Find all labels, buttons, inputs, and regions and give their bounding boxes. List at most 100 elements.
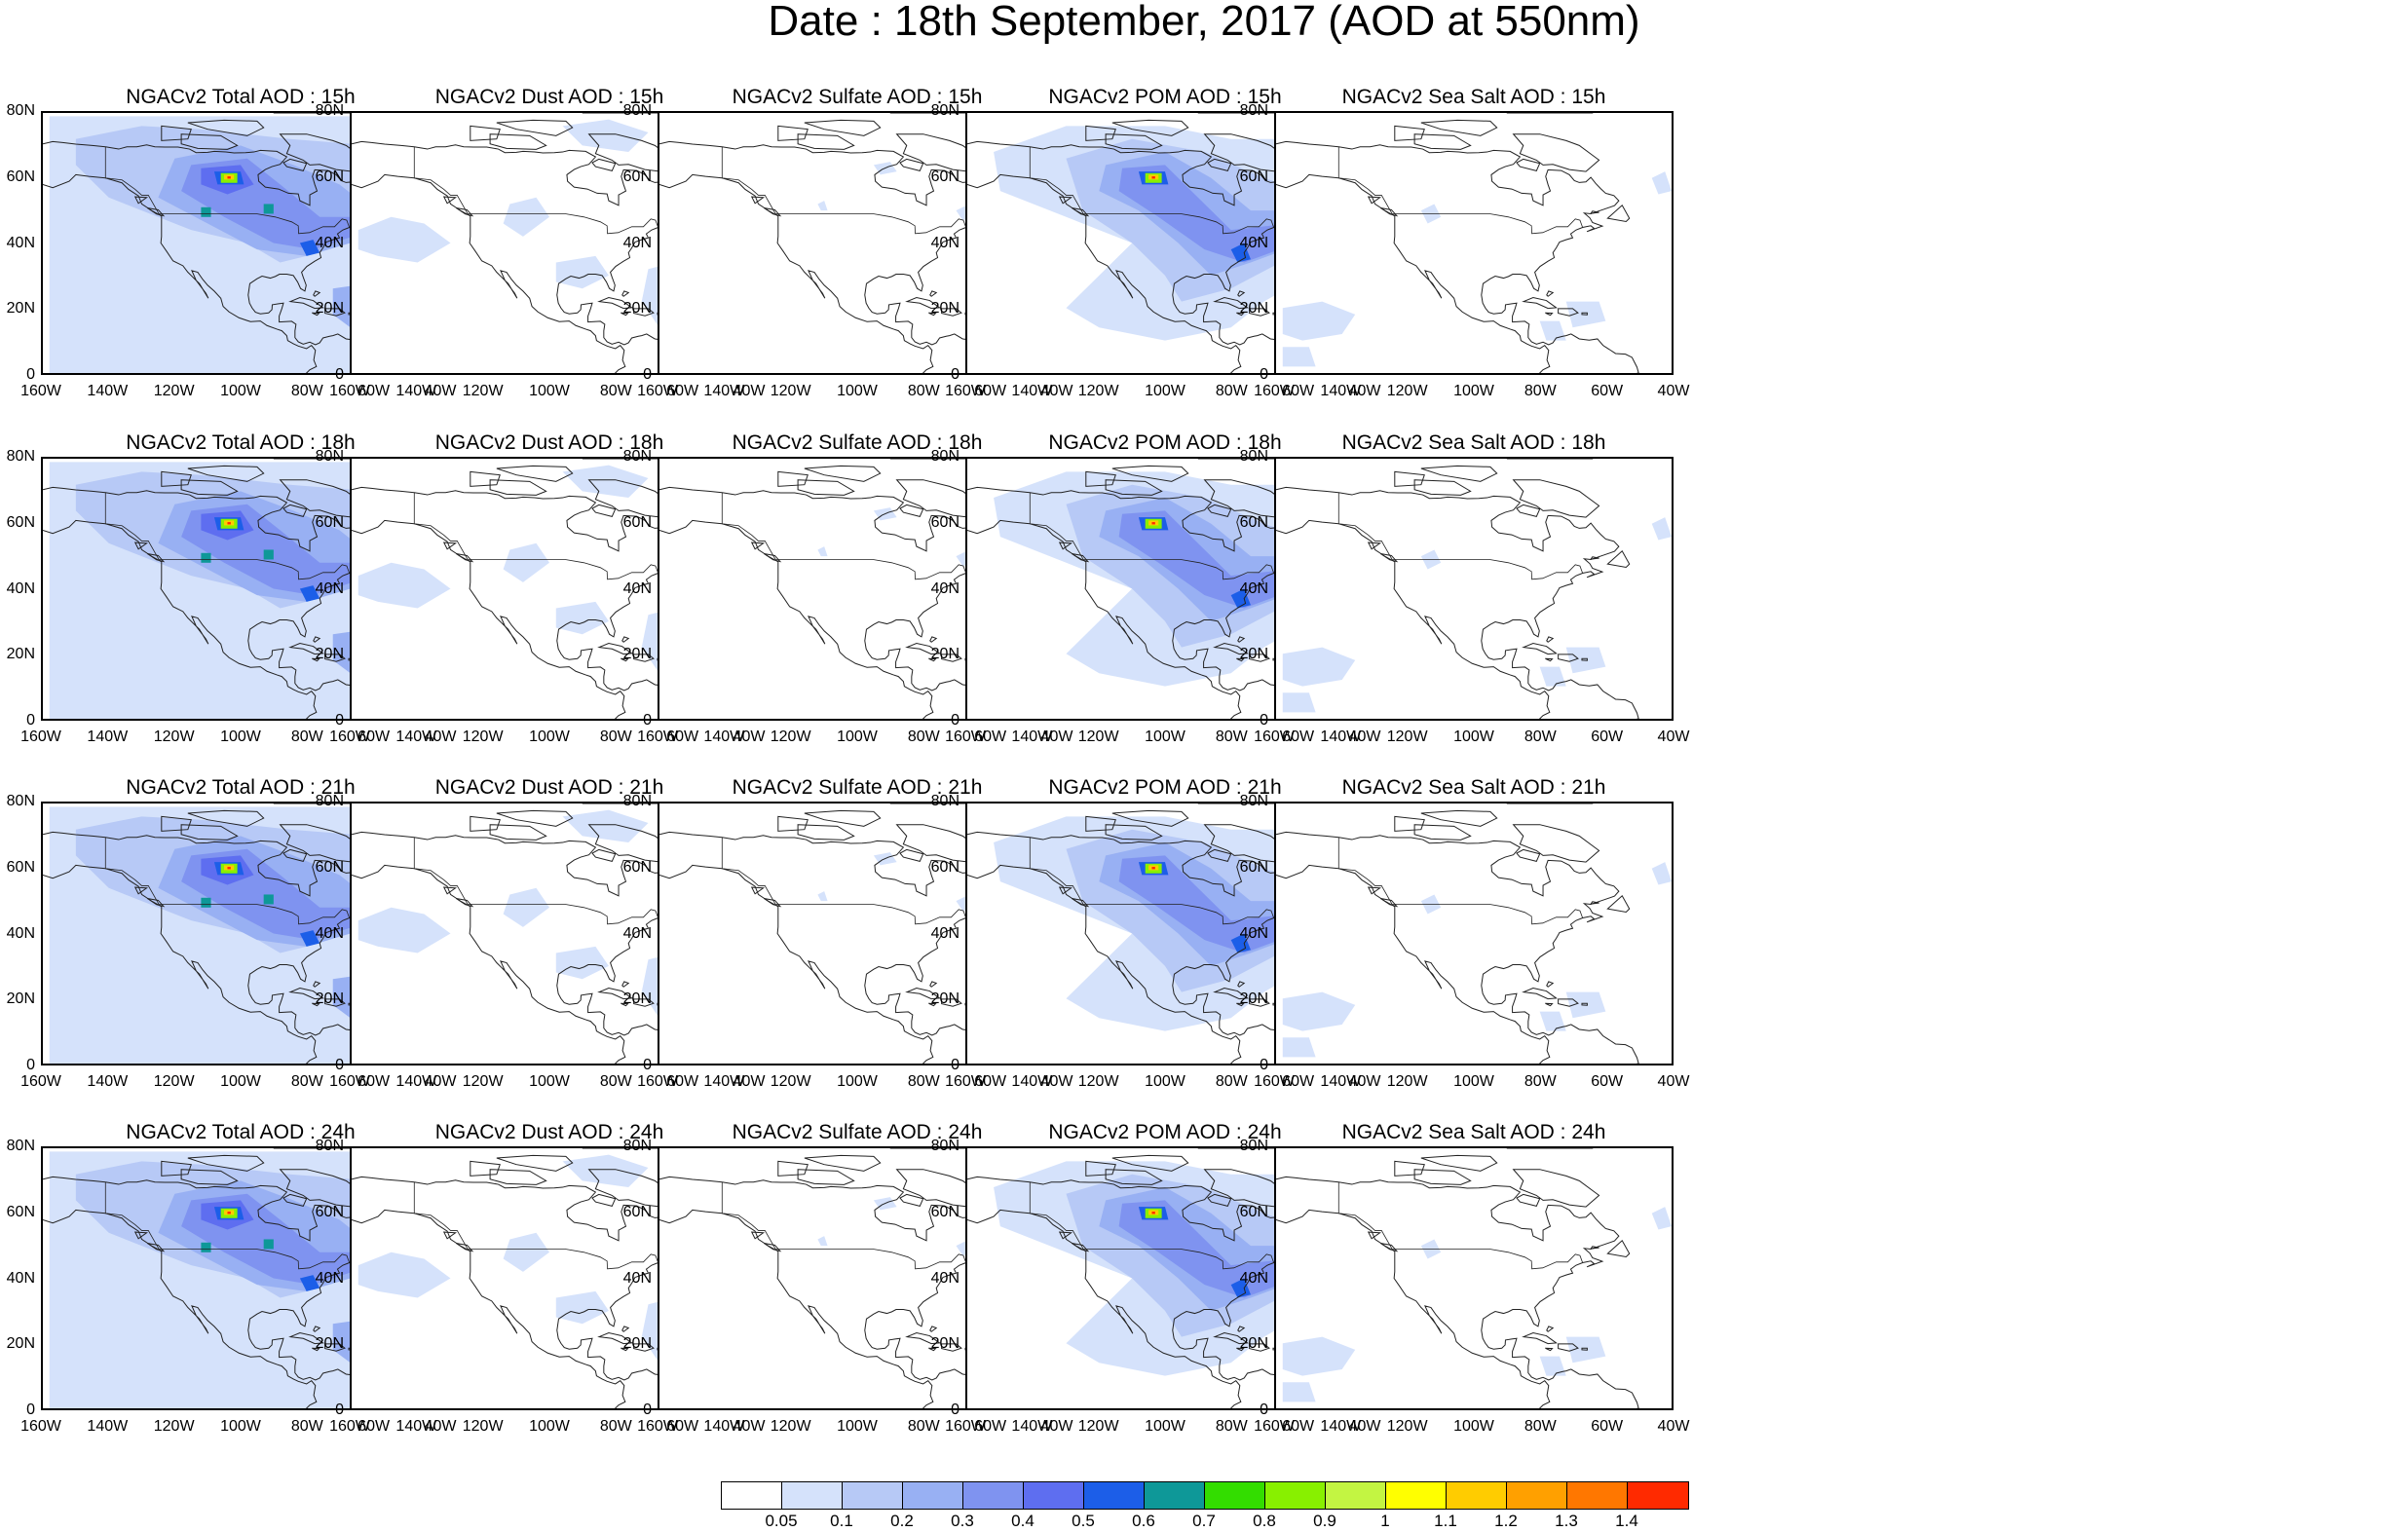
- aod-field-level-15: [1151, 867, 1155, 870]
- aod-field-level-1: [1539, 1356, 1566, 1376]
- island-coastline: [1086, 816, 1115, 831]
- island-coastline: [1086, 1161, 1115, 1176]
- lon-tick-label: 40W: [1040, 383, 1073, 399]
- lat-tick-label: 0: [26, 1057, 35, 1073]
- island-coastline: [942, 1344, 961, 1351]
- coastline: [967, 141, 1330, 373]
- aod-field-level-1: [357, 1252, 451, 1298]
- colorbar-box: [1386, 1482, 1447, 1509]
- island-coastline: [290, 644, 322, 654]
- lon-tick-label: 100W: [837, 383, 878, 399]
- panel-title: NGACv2 POM AOD : 15h: [1048, 86, 1282, 108]
- lon-tick-label: 40W: [1657, 1073, 1690, 1090]
- lat-tick-label: 0: [951, 1401, 959, 1418]
- lon-tick-label: 140W: [87, 1418, 129, 1435]
- lon-tick-label: 80W: [599, 383, 632, 399]
- lat-tick-label: 80N: [6, 1138, 35, 1154]
- panel-title: NGACv2 Sulfate AOD : 21h: [732, 776, 983, 799]
- island-coastline: [1106, 134, 1162, 150]
- country-border: [1338, 147, 1582, 234]
- lat-tick-label: 60N: [1239, 1203, 1268, 1220]
- aod-field-level-1: [1651, 1207, 1672, 1230]
- lat-tick-label: 0: [643, 1401, 652, 1418]
- lon-tick-label: 60W: [357, 383, 391, 399]
- lon-tick-label: 80W: [290, 1418, 323, 1435]
- lat-tick-label: 80N: [6, 448, 35, 465]
- aod-field-level-1: [817, 546, 828, 557]
- coastline: [352, 141, 714, 373]
- aod-field-level-7: [263, 894, 274, 905]
- lon-tick-label: 80W: [1215, 1418, 1248, 1435]
- aod-field-level-7: [263, 1239, 274, 1250]
- island-coastline: [752, 542, 764, 549]
- island-coastline: [456, 1243, 472, 1251]
- lon-tick-label: 40W: [1657, 1418, 1690, 1435]
- coastline: [352, 1177, 714, 1408]
- island-coastline: [634, 999, 654, 1006]
- coastline: [43, 141, 405, 373]
- island-coastline: [1514, 480, 1599, 517]
- panel-title: NGACv2 Dust AOD : 15h: [434, 86, 664, 108]
- aod-field-level-1: [357, 216, 451, 263]
- lon-tick-label: 100W: [837, 729, 878, 745]
- lon-tick-label: 100W: [220, 729, 261, 745]
- map-panel-pom-18h: NGACv2 POM AOD : 18h 80N 60N 40N 20N 0 160W 140…: [924, 431, 1406, 776]
- aod-field-level-1: [1539, 320, 1566, 341]
- island-coastline: [764, 1243, 780, 1251]
- island-coastline: [1205, 134, 1291, 171]
- lat-tick-label: 20N: [930, 646, 959, 663]
- lat-tick-label: 0: [26, 712, 35, 729]
- lon-tick-label: 140W: [1011, 1418, 1053, 1435]
- lon-tick-label: 60W: [974, 1073, 1007, 1090]
- lon-tick-label: 60W: [1282, 1073, 1315, 1090]
- island-coastline: [147, 207, 164, 215]
- aod-field-level-1: [1282, 301, 1356, 341]
- lon-tick-label: 160W: [329, 383, 370, 399]
- panel-title: NGACv2 Sulfate AOD : 15h: [732, 86, 983, 108]
- country-border: [414, 1182, 658, 1269]
- lat-tick-label: 0: [1260, 712, 1268, 729]
- lat-tick-label: 0: [951, 366, 959, 383]
- lat-tick-label: 40N: [1239, 234, 1268, 251]
- island-coastline: [764, 207, 780, 215]
- lon-tick-label: 160W: [637, 1418, 678, 1435]
- island-coastline: [930, 1326, 936, 1331]
- colorbar-box: [1326, 1482, 1386, 1509]
- coastline: [659, 141, 1022, 373]
- island-coastline: [1395, 1161, 1424, 1176]
- aod-field-level-1: [357, 907, 451, 953]
- lon-tick-label: 120W: [770, 1073, 811, 1090]
- aod-field-level-7: [201, 1242, 211, 1252]
- island-coastline: [752, 887, 764, 894]
- island-coastline: [621, 1348, 627, 1350]
- lon-tick-label: 120W: [153, 1073, 195, 1090]
- island-coastline: [900, 1194, 923, 1206]
- coastline: [659, 832, 1022, 1064]
- island-coastline: [1421, 466, 1497, 481]
- lon-tick-label: 60W: [666, 383, 699, 399]
- lon-tick-label: 140W: [703, 729, 745, 745]
- island-coastline: [621, 313, 627, 315]
- aod-field-level-15: [227, 176, 231, 179]
- colorbar-box: [722, 1482, 782, 1509]
- island-coastline: [622, 291, 628, 296]
- island-coastline: [470, 471, 500, 486]
- lat-tick-label: 80N: [930, 1138, 959, 1154]
- country-border: [722, 493, 965, 579]
- lon-tick-label: 120W: [462, 1418, 504, 1435]
- lon-tick-label: 160W: [945, 729, 986, 745]
- island-coastline: [325, 654, 345, 661]
- lat-tick-label: 0: [335, 1401, 344, 1418]
- island-coastline: [599, 989, 631, 999]
- lon-tick-label: 80W: [1215, 383, 1248, 399]
- lon-tick-label: 100W: [529, 1418, 570, 1435]
- island-coastline: [1205, 480, 1291, 517]
- island-coastline: [1106, 825, 1162, 841]
- island-coastline: [283, 159, 307, 170]
- island-coastline: [188, 810, 264, 826]
- lon-tick-label: 40W: [1348, 729, 1381, 745]
- lon-tick-label: 60W: [666, 1073, 699, 1090]
- lat-tick-label: 20N: [6, 646, 35, 663]
- lat-tick-label: 40N: [930, 1269, 959, 1287]
- lat-tick-label: 20N: [6, 300, 35, 318]
